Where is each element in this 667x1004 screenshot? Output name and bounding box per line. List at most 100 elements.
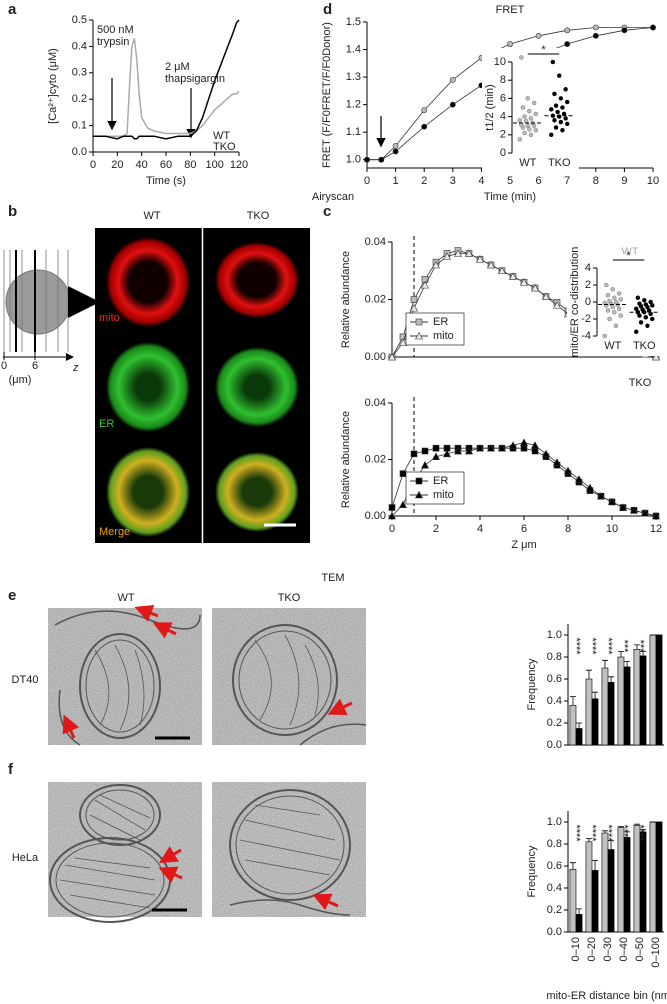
point xyxy=(629,506,639,514)
legend-label: mito xyxy=(433,489,454,501)
point xyxy=(565,121,570,127)
point xyxy=(550,59,556,65)
column-label: TKO xyxy=(278,592,301,604)
significance: **** xyxy=(618,824,630,842)
legend-label: ER xyxy=(433,475,448,487)
point xyxy=(475,444,485,452)
point xyxy=(527,108,532,114)
error-bar xyxy=(624,831,631,838)
x-tick-label: 6 xyxy=(521,523,527,535)
error-bar xyxy=(608,676,615,683)
x-tick-label: 0–10 xyxy=(570,937,582,961)
column-label: WT xyxy=(117,592,134,604)
point xyxy=(604,282,609,288)
y-tick-label: -4 xyxy=(581,330,591,342)
x-tick-label: 4 xyxy=(477,523,483,535)
error-bar xyxy=(576,908,583,915)
error-bar xyxy=(585,669,592,679)
legend-marker xyxy=(414,331,424,340)
bar xyxy=(623,837,631,933)
annotation: 500 nM xyxy=(97,24,134,36)
x-tick-label: 0 xyxy=(90,159,96,171)
bar xyxy=(617,827,625,933)
point xyxy=(549,132,554,138)
error-bar xyxy=(601,830,608,833)
x-tick-label: WT xyxy=(604,340,621,352)
point xyxy=(650,316,655,322)
bar xyxy=(575,914,583,933)
schematic xyxy=(3,250,100,361)
x-tick-label: 6 xyxy=(536,175,542,187)
point xyxy=(449,76,456,83)
significance: * xyxy=(626,250,631,262)
significance: **** xyxy=(634,824,646,842)
significance: *** xyxy=(618,640,630,654)
annotation: trypsin xyxy=(97,36,129,48)
point xyxy=(398,338,408,346)
error-bar xyxy=(601,659,608,668)
y-tick-label: 0.2 xyxy=(547,717,562,729)
y-tick-label: 1.4 xyxy=(346,43,361,55)
x-tick-label: 0–30 xyxy=(602,937,614,961)
point xyxy=(650,24,656,31)
significance: **** xyxy=(570,824,582,842)
point xyxy=(517,117,522,123)
y-tick-label: 0.0 xyxy=(72,146,87,158)
y-tick-label: 0.0 xyxy=(547,739,562,751)
point xyxy=(607,298,612,304)
column-label: WT xyxy=(143,210,160,222)
point xyxy=(643,315,649,320)
point xyxy=(565,99,570,105)
error-bar xyxy=(569,696,576,706)
y-tick-label: 1.1 xyxy=(346,126,361,138)
point xyxy=(612,295,617,300)
y-tick-label: 0.02 xyxy=(365,453,386,465)
y-tick-label: 0.0 xyxy=(547,926,562,938)
point xyxy=(607,497,617,506)
point xyxy=(613,323,619,329)
y-tick-label: 0.8 xyxy=(547,651,562,663)
x-tick-label: 40 xyxy=(136,159,148,171)
legend-label: ER xyxy=(433,316,448,328)
point xyxy=(560,128,565,133)
point xyxy=(549,107,554,112)
significance: **** xyxy=(586,637,598,655)
error-bar xyxy=(617,826,624,828)
significance: **** xyxy=(602,637,614,655)
panel-label: f xyxy=(8,761,14,778)
point xyxy=(553,103,559,108)
point xyxy=(409,303,419,312)
tem-images xyxy=(48,604,367,923)
x-axis-label: Time (min) xyxy=(484,191,536,203)
point xyxy=(563,116,568,121)
legend-box xyxy=(405,312,465,346)
point xyxy=(486,260,496,269)
x-tick-label: 0 xyxy=(389,523,395,535)
panel-label: b xyxy=(8,203,17,220)
column-label: TKO xyxy=(247,210,270,222)
point xyxy=(507,41,513,47)
y-tick-label: 0.6 xyxy=(547,860,562,872)
y-tick-label: 0.04 xyxy=(365,236,386,248)
point xyxy=(612,309,617,315)
schematic-label: (μm) xyxy=(9,374,32,386)
point xyxy=(497,266,507,275)
point xyxy=(635,295,641,300)
point xyxy=(558,119,564,125)
point xyxy=(442,252,452,260)
y-axis-label: mito/ER co-distribution xyxy=(569,247,581,358)
point xyxy=(519,438,529,446)
point xyxy=(378,156,385,163)
point xyxy=(530,441,540,449)
y-tick-label: 0 xyxy=(585,296,591,308)
x-tick-label: 120 xyxy=(230,159,248,171)
point xyxy=(634,306,639,312)
x-tick-label: 80 xyxy=(184,159,196,171)
y-tick-label: 0.2 xyxy=(547,904,562,916)
point xyxy=(486,444,496,452)
error-bar xyxy=(624,661,631,667)
x-tick-label: 5 xyxy=(507,175,513,187)
point xyxy=(520,444,528,452)
bar xyxy=(601,832,609,933)
point xyxy=(618,313,623,318)
